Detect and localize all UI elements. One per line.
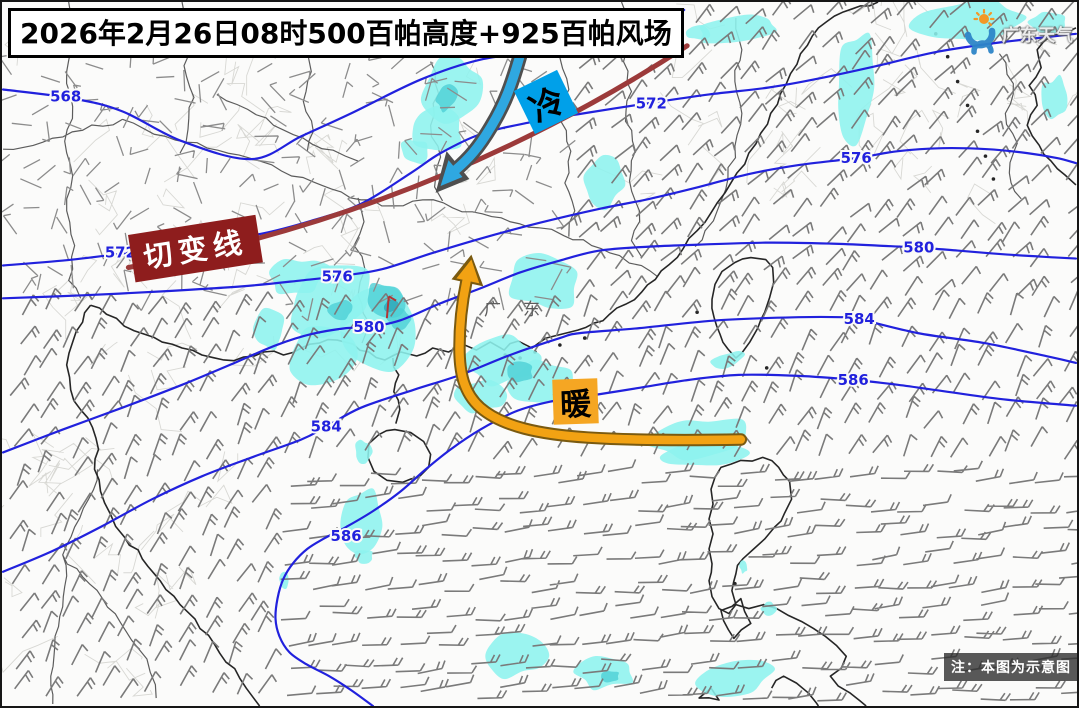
warm-arrow [451,254,748,447]
contour-label: 580 [903,239,934,257]
contour-label: 568 [50,87,81,105]
gdweather-logo-text: 广东天气 [1002,25,1074,46]
contour-label: 586 [331,527,362,545]
gdweather-logo: 广东天气 [960,6,1074,60]
contour-label: 580 [353,318,384,336]
contour-label: 584 [844,310,875,328]
contour-label: 576 [841,149,872,167]
contour-label: 586 [838,371,869,389]
contour-label: 584 [311,418,342,436]
warm-air-label: 暖 [552,378,599,425]
region-label-guangdong: 广东 [484,300,562,320]
cloud-areas [252,2,1068,698]
red-wind-barb [385,295,397,319]
contour-label: 572 [636,94,667,112]
map-title: 2026年2月26日08时500百帕高度+925百帕风场 [8,8,684,58]
contour-label: 576 [322,267,353,285]
note-box: 注：本图为示意图 [944,653,1077,681]
gdweather-logo-icon [964,8,996,55]
